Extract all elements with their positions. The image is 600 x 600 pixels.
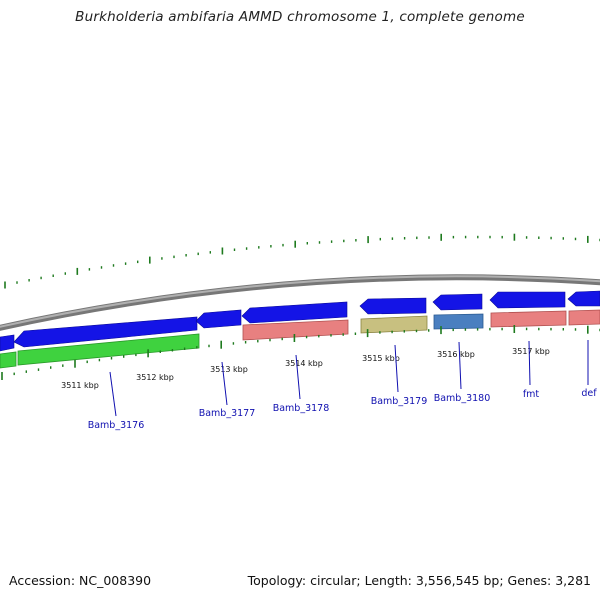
feature-track xyxy=(0,309,600,369)
scale-label: 3511 kbp xyxy=(61,381,99,390)
gene-label[interactable]: Bamb_3178 xyxy=(273,403,330,414)
accession-text: Accession: NC_008390 xyxy=(9,573,152,588)
scale-label: 3515 kbp xyxy=(362,354,400,363)
scale-labels: 3511 kbp 3512 kbp 3513 kbp 3514 kbp 3515… xyxy=(61,347,550,390)
scale-label: 3514 kbp xyxy=(285,359,323,368)
scale-label: 3513 kbp xyxy=(210,365,248,374)
scale-label: 3517 kbp xyxy=(512,347,550,356)
feature-bar[interactable] xyxy=(17,333,200,366)
cds-arrow[interactable] xyxy=(567,290,600,307)
cds-track xyxy=(0,290,600,352)
gene-labels: Bamb_3176 Bamb_3177 Bamb_3178 Bamb_3179 … xyxy=(88,388,598,431)
leader-line xyxy=(109,371,117,417)
feature-bar[interactable] xyxy=(433,313,484,330)
feature-bar[interactable] xyxy=(568,309,600,326)
leader-line xyxy=(221,361,228,406)
gene-label[interactable]: fmt xyxy=(523,389,540,400)
leader-line xyxy=(394,344,399,393)
leader-line xyxy=(295,354,301,400)
scale-label: 3512 kbp xyxy=(136,373,174,382)
cds-arrow[interactable] xyxy=(432,293,483,311)
gene-label[interactable]: Bamb_3177 xyxy=(199,408,256,419)
map-title: Burkholderia ambifaria AMMD chromosome 1… xyxy=(75,9,525,25)
feature-bar[interactable] xyxy=(0,351,17,369)
leader-line xyxy=(528,340,531,386)
label-leaders xyxy=(109,340,589,417)
feature-bar[interactable] xyxy=(242,319,349,341)
cds-arrow[interactable] xyxy=(241,301,348,324)
feature-bar[interactable] xyxy=(360,315,428,334)
feature-bar[interactable] xyxy=(490,310,567,328)
gene-label[interactable]: def xyxy=(581,388,597,399)
genome-summary-text: Topology: circular; Length: 3,556,545 bp… xyxy=(247,573,591,588)
gene-label[interactable]: Bamb_3176 xyxy=(88,420,145,431)
gene-label[interactable]: Bamb_3179 xyxy=(371,396,428,407)
cds-arrow[interactable] xyxy=(13,316,198,348)
outer-tick-ring xyxy=(4,233,600,289)
leader-line xyxy=(458,341,462,390)
scale-tick-ring xyxy=(1,325,600,380)
cds-arrow[interactable] xyxy=(359,297,427,315)
cds-arrow[interactable] xyxy=(195,309,242,329)
cds-arrow[interactable] xyxy=(489,291,566,309)
gene-label[interactable]: Bamb_3180 xyxy=(434,393,491,404)
scale-label: 3516 kbp xyxy=(437,350,475,359)
cds-arrow[interactable] xyxy=(0,334,15,352)
